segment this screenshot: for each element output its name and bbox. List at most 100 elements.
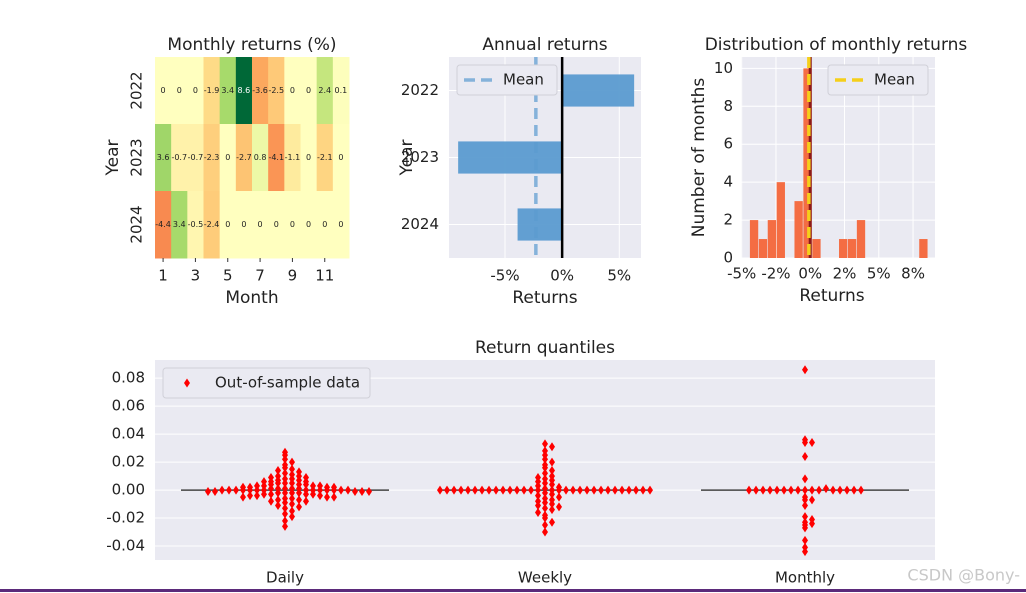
swarm-point bbox=[303, 479, 309, 489]
cell-label: -4.4 bbox=[155, 220, 171, 229]
cell-label: 0 bbox=[290, 86, 295, 95]
y-tick-label: 8 bbox=[723, 97, 733, 115]
x-tick-label: 5% bbox=[607, 267, 631, 285]
swarm-point bbox=[352, 486, 358, 496]
swarm-point bbox=[535, 507, 541, 517]
heat-cell bbox=[252, 57, 269, 125]
swarm-point bbox=[275, 495, 281, 505]
y-tick-label: -0.04 bbox=[106, 537, 145, 555]
swarm-point bbox=[851, 485, 857, 495]
histogram-bar bbox=[749, 220, 759, 258]
heat-cell bbox=[171, 124, 188, 192]
swarm-point bbox=[472, 485, 478, 495]
y-tick-label: 2024 bbox=[401, 215, 439, 233]
heat-cell bbox=[155, 57, 172, 125]
x-tick-label: 7 bbox=[255, 267, 265, 285]
histogram-bar bbox=[767, 220, 777, 258]
swarm-point bbox=[514, 485, 520, 495]
histogram-bar bbox=[839, 239, 848, 258]
swarm-point bbox=[486, 485, 492, 495]
swarm-point bbox=[289, 464, 295, 474]
watermark: CSDN @Bony- bbox=[907, 566, 1020, 585]
swarm-point bbox=[598, 485, 604, 495]
legend-label: Mean bbox=[503, 71, 544, 89]
x-tick-label: 0% bbox=[550, 267, 574, 285]
x-tick-label: -2% bbox=[761, 265, 790, 283]
x-tick-label: 9 bbox=[288, 267, 298, 285]
swarm-point bbox=[296, 495, 302, 505]
swarm-point bbox=[549, 489, 555, 499]
swarm-point bbox=[760, 485, 766, 495]
cell-label: -2.7 bbox=[236, 153, 252, 162]
chart-title: Return quantiles bbox=[475, 338, 615, 358]
swarm-point bbox=[289, 506, 295, 516]
swarm-point bbox=[542, 498, 548, 508]
swarm-point bbox=[535, 500, 541, 510]
cell-label: -0.7 bbox=[171, 153, 187, 162]
swarm-point bbox=[310, 489, 316, 499]
cell-label: 0 bbox=[274, 220, 279, 229]
swarm-point bbox=[549, 505, 555, 515]
swarm-point bbox=[359, 486, 365, 496]
swarm-point bbox=[331, 492, 337, 502]
swarm-point bbox=[212, 486, 218, 496]
swarm-point bbox=[542, 488, 548, 498]
swarm-point bbox=[289, 457, 295, 467]
y-tick-label: 2022 bbox=[128, 71, 146, 109]
swarm-point bbox=[338, 485, 344, 495]
swarm-point bbox=[240, 492, 246, 502]
swarm-point bbox=[282, 463, 288, 473]
swarm-point bbox=[289, 488, 295, 498]
swarm-point bbox=[591, 485, 597, 495]
x-tick-label: 5 bbox=[223, 267, 233, 285]
swarm-point bbox=[289, 499, 295, 509]
swarm-point bbox=[219, 485, 225, 495]
bar bbox=[562, 74, 635, 107]
heat-cell bbox=[268, 124, 285, 192]
cell-label: 0 bbox=[225, 220, 230, 229]
swarm-point bbox=[282, 454, 288, 464]
x-tick-label: 5% bbox=[867, 265, 891, 283]
swarm-point bbox=[254, 491, 260, 501]
swarm-point bbox=[542, 468, 548, 478]
heat-cell bbox=[316, 124, 334, 192]
heat-cell bbox=[316, 57, 334, 125]
heat-cell bbox=[203, 124, 221, 192]
y-tick-label: 0.00 bbox=[112, 481, 145, 499]
swarm-point bbox=[542, 520, 548, 530]
heat-cell bbox=[155, 191, 172, 259]
swarm-point bbox=[640, 485, 646, 495]
swarm-point bbox=[802, 512, 808, 522]
swarm-point bbox=[795, 485, 801, 495]
swarm-point bbox=[289, 512, 295, 522]
cell-label: 0 bbox=[177, 86, 182, 95]
swarm-point bbox=[437, 485, 443, 495]
histogram-bar bbox=[856, 220, 866, 258]
swarm-point bbox=[809, 485, 815, 495]
x-tick-label: -5% bbox=[727, 265, 756, 283]
cell-label: -2.3 bbox=[204, 153, 220, 162]
y-axis-label: Year bbox=[397, 139, 417, 176]
swarm-point bbox=[809, 438, 815, 448]
heat-cell bbox=[171, 57, 188, 125]
bar bbox=[458, 141, 563, 174]
y-tick-label: 0.08 bbox=[112, 369, 145, 387]
swarm-point bbox=[746, 485, 752, 495]
swarm-point bbox=[268, 489, 274, 499]
chart-title: Distribution of monthly returns bbox=[705, 35, 968, 55]
swarm-point bbox=[802, 547, 808, 557]
x-tick-label: Daily bbox=[266, 569, 304, 587]
y-tick-label: 0.02 bbox=[112, 453, 145, 471]
cell-label: 0 bbox=[161, 86, 166, 95]
heat-cell bbox=[252, 124, 269, 192]
y-tick-label: 2022 bbox=[401, 81, 439, 99]
cell-label: -4.1 bbox=[268, 153, 284, 162]
swarm-point bbox=[296, 502, 302, 512]
cell-label: 0 bbox=[306, 220, 311, 229]
swarm-point bbox=[451, 485, 457, 495]
heat-cell bbox=[171, 191, 188, 259]
swarm-point bbox=[282, 498, 288, 508]
swarm-point bbox=[458, 485, 464, 495]
swarm-point bbox=[507, 485, 513, 495]
x-axis-label: Returns bbox=[512, 288, 577, 308]
